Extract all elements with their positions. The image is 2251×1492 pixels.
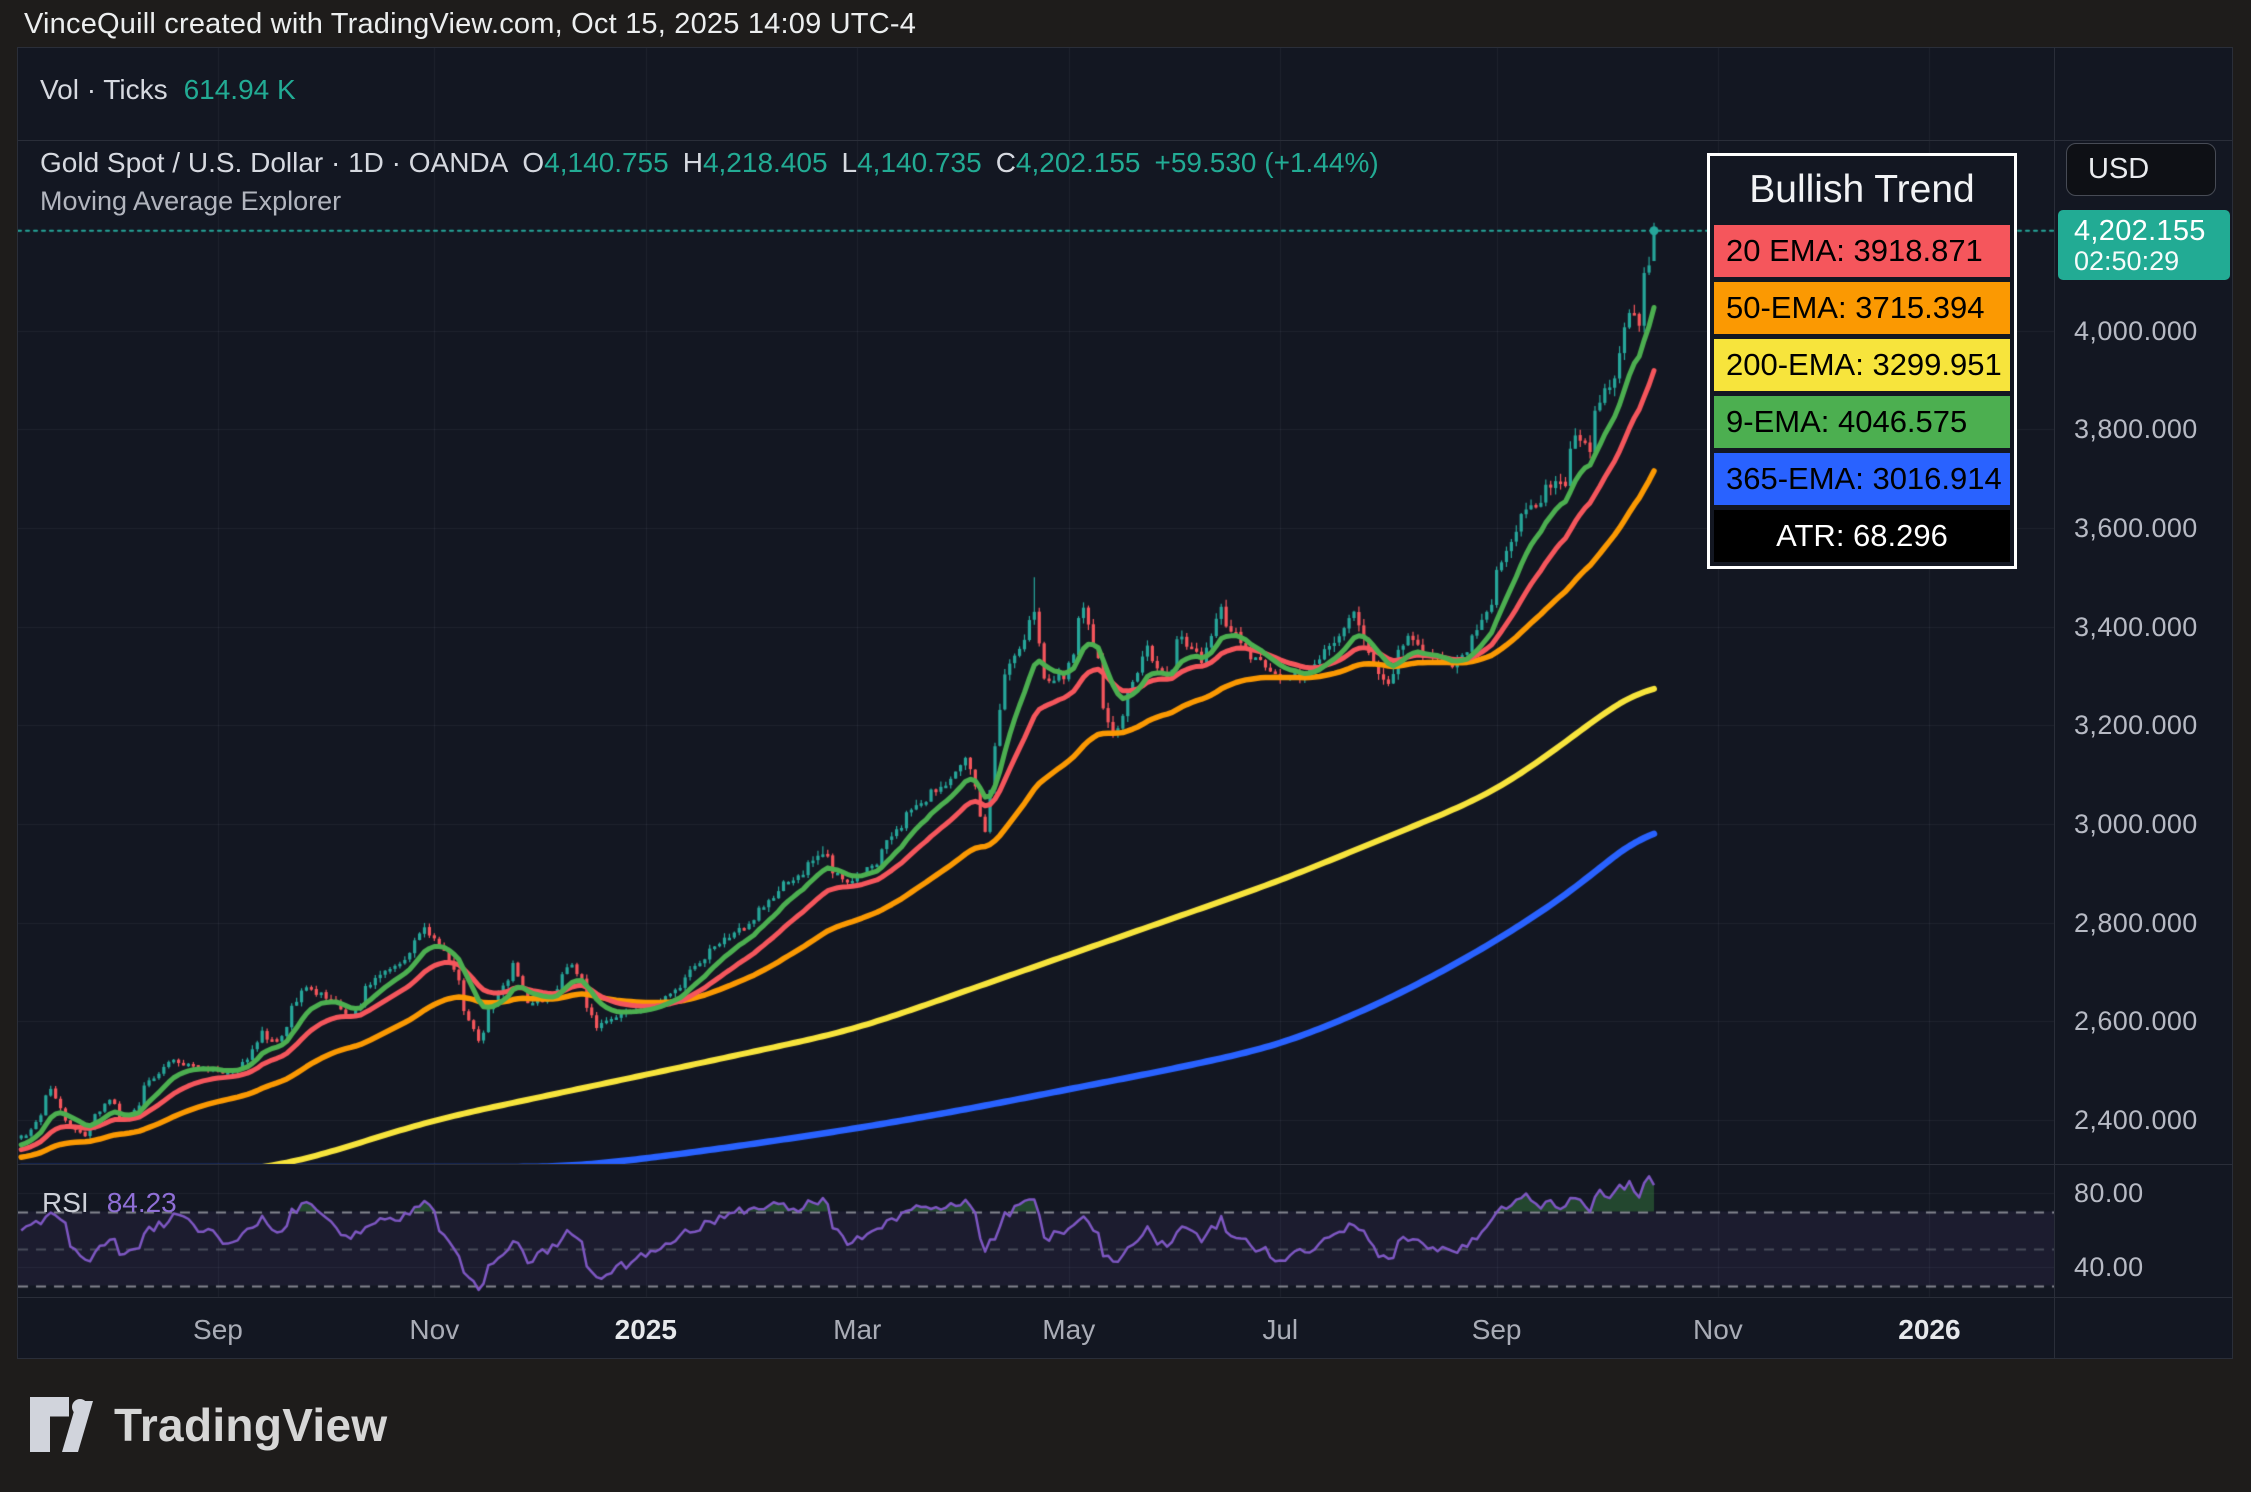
bar-countdown: 02:50:29 — [2074, 245, 2180, 276]
time-tick-label: Nov — [409, 1314, 460, 1345]
time-tick-label: Sep — [1471, 1314, 1522, 1345]
trend-title: Bullish Trend — [1749, 168, 1975, 211]
price-tick-label: 3,600.000 — [2074, 512, 2198, 543]
tradingview-logo-icon[interactable] — [30, 1396, 96, 1454]
price-tick-label: 2,800.000 — [2074, 907, 2198, 938]
trend-row: 200-EMA: 3299.951 — [1714, 339, 2010, 391]
time-tick-label: Nov — [1693, 1314, 1743, 1345]
tradingview-wordmark[interactable]: TradingView — [114, 1399, 388, 1451]
ohlc-letter: C — [995, 147, 1016, 178]
pane-separator-time-axis — [18, 1297, 2232, 1298]
price-tick-label: 3,000.000 — [2074, 809, 2198, 839]
ohlc-letter: L — [841, 147, 858, 178]
trend-annotation-box: Bullish Trend 20 EMA: 3918.871 50-EMA: 37… — [1707, 153, 2017, 569]
ohlc-values: O4,140.755 H4,218.405 L4,140.735 C4,202.155 — [508, 147, 1140, 178]
trend-row: 9-EMA: 4046.575 — [1714, 396, 2010, 448]
attribution-bar: VinceQuill created with TradingView.com,… — [0, 0, 2251, 48]
ohlc-number: 4,140.755 — [544, 147, 669, 178]
time-tick-label: Mar — [833, 1314, 882, 1345]
price-tick-label: 3,800.000 — [2074, 414, 2198, 445]
trend-row: 50-EMA: 3715.394 — [1714, 282, 2010, 334]
trend-row: 365-EMA: 3016.914 — [1714, 453, 2010, 505]
rsi-tick-label: 40.00 — [2074, 1252, 2144, 1283]
price-tick-label: 4,000.000 — [2074, 315, 2198, 346]
time-tick-label: May — [1042, 1314, 1096, 1345]
currency-button[interactable]: USD — [2066, 143, 2216, 196]
symbol-title: Gold Spot / U.S. Dollar · 1D · OANDA — [40, 147, 509, 178]
pane-separator-volume — [18, 140, 2232, 141]
time-tick-label: Sep — [193, 1314, 243, 1345]
ohlc-number: 4,202.155 — [1015, 147, 1141, 178]
volume-legend-value: 614.94 K — [183, 74, 296, 105]
indicator-title: Moving Average Explorer — [40, 186, 342, 216]
ohlc-number: 4,140.735 — [857, 147, 982, 178]
trend-row: ATR: 68.296 — [1714, 510, 2010, 562]
ohlc-number: 4,218.405 — [702, 147, 828, 178]
trend-rows: 20 EMA: 3918.871 50-EMA: 3715.394 200-EMA:… — [1714, 225, 2010, 562]
time-tick-label: Jul — [1262, 1314, 1299, 1345]
time-axis[interactable]: Sep Nov 2025 Mar May Jul Sep Nov 2026 — [18, 1297, 2232, 1358]
symbol-legend: Gold Spot / U.S. Dollar · 1D · OANDA O4,1… — [40, 147, 1379, 217]
price-tick-label: 2,600.000 — [2074, 1006, 2198, 1037]
last-price: 4,202.155 — [2074, 214, 2206, 247]
price-tick-label: 2,400.000 — [2074, 1105, 2198, 1136]
price-tick-label: 3,200.000 — [2074, 710, 2198, 741]
attribution-text: VinceQuill created with TradingView.com,… — [24, 8, 917, 40]
pane-separator-main — [18, 1164, 2232, 1165]
time-tick-label: 2025 — [614, 1314, 677, 1345]
volume-legend: Vol · Ticks 614.94 K — [40, 74, 296, 106]
ohlc-letter: H — [682, 147, 703, 178]
tradingview-widget: Vol · Ticks 614.94 K Gold Spot / U.S. Dol… — [17, 47, 2233, 1359]
rsi-legend: RSI 84.23 — [42, 1187, 177, 1219]
change-value: +59.530 (+1.44%) — [1154, 147, 1379, 178]
rsi-value: 84.23 — [106, 1187, 177, 1218]
volume-legend-label: Vol · Ticks — [40, 74, 168, 105]
time-tick-label: 2026 — [1898, 1314, 1961, 1345]
ohlc-letter: O — [522, 147, 545, 178]
last-price-badge: 4,202.155 02:50:29 — [2058, 209, 2230, 280]
price-axis[interactable]: USD 4,202.155 02:50:29 4,000.000 3,800.00… — [2054, 48, 2232, 1358]
price-tick-label: 3,400.000 — [2074, 611, 2198, 642]
rsi-tick-label: 80.00 — [2074, 1178, 2144, 1208]
rsi-label: RSI — [42, 1187, 89, 1218]
trend-row: 20 EMA: 3918.871 — [1714, 225, 2010, 277]
footer-brand-bar: TradingView — [0, 1358, 2251, 1492]
